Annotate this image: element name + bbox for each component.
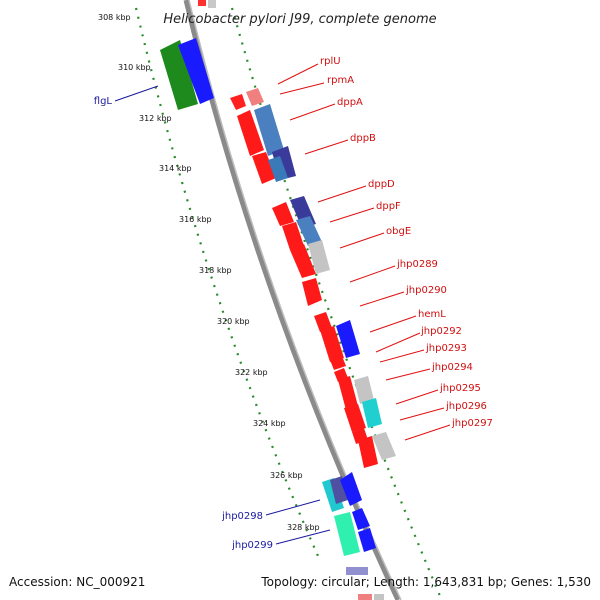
map-title: Helicobacter pylori J99, complete genome bbox=[163, 12, 436, 27]
gene-feature-jhp0290 bbox=[314, 312, 332, 332]
gene-feature bbox=[268, 156, 288, 182]
gene-feature-flgL bbox=[160, 40, 198, 110]
gene-feature bbox=[296, 216, 322, 246]
gene-feature-jhp0297 bbox=[358, 436, 378, 468]
gene-label: dppF bbox=[376, 201, 401, 212]
gene-feature bbox=[254, 104, 284, 156]
gene-label: jhp0292 bbox=[420, 326, 462, 337]
gene-label: jhp0290 bbox=[405, 285, 447, 296]
gene-label: dppD bbox=[368, 179, 395, 190]
gene-feature-jhp0295 bbox=[362, 398, 382, 428]
gene-feature-jhp0298 bbox=[322, 478, 344, 512]
gene-label: jhp0296 bbox=[445, 401, 487, 412]
gene-feature-dppB bbox=[252, 152, 276, 184]
gene-feature-jhp0294 bbox=[338, 376, 358, 410]
gene-label: rplU bbox=[320, 56, 341, 67]
scale-label: 320 kbp bbox=[217, 317, 250, 326]
gene-label: dppB bbox=[350, 133, 376, 144]
left-leader-lines bbox=[114, 85, 331, 545]
scale-label: 310 kbp bbox=[118, 63, 151, 72]
gene-feature bbox=[340, 472, 362, 506]
gene-feature-dppD bbox=[272, 202, 294, 226]
gene-label: jhp0299 bbox=[231, 540, 273, 551]
scale-label: 308 kbp bbox=[98, 13, 131, 22]
right-leader-lines bbox=[277, 63, 451, 441]
gene-feature-jhp0296 bbox=[344, 404, 366, 432]
scale-label: 328 kbp bbox=[287, 523, 320, 532]
gene-feature bbox=[352, 508, 370, 530]
gene-labels-left: flgL jhp0298 jhp0299 bbox=[94, 96, 273, 551]
gene-label: jhp0297 bbox=[451, 418, 493, 429]
gene-feature-rplU bbox=[230, 94, 246, 110]
gene-label: hemL bbox=[418, 309, 446, 320]
gene-feature bbox=[282, 222, 304, 250]
topology-text: Topology: circular; Length: 1,643,831 bp… bbox=[261, 575, 591, 589]
gene-feature-obgE bbox=[290, 244, 316, 278]
gene-feature-hemL bbox=[320, 326, 344, 362]
scale-labels: 308 kbp 310 kbp 312 kbp 314 kbp 316 kbp … bbox=[98, 13, 320, 532]
gene-label: jhp0293 bbox=[425, 343, 467, 354]
gene-label: jhp0295 bbox=[439, 383, 481, 394]
gene-label: jhp0294 bbox=[431, 362, 473, 373]
gene-feature bbox=[308, 240, 330, 274]
gene-feature bbox=[178, 38, 214, 104]
gene-feature-jhp0289 bbox=[302, 278, 322, 306]
gene-label: flgL bbox=[94, 96, 113, 107]
gene-feature bbox=[372, 432, 396, 460]
gene-labels-right: rplU rpmA dppA dppB dppD dppF obgE jhp02… bbox=[320, 56, 493, 429]
gene-label: obgE bbox=[386, 226, 411, 237]
scale-label: 322 kbp bbox=[235, 368, 268, 377]
scale-label: 326 kbp bbox=[270, 471, 303, 480]
gene-label: dppA bbox=[337, 97, 363, 108]
gene-feature-jhp0299 bbox=[334, 512, 360, 556]
accession-text: Accession: NC_000921 bbox=[9, 575, 146, 589]
gene-feature bbox=[208, 0, 216, 8]
gene-feature bbox=[336, 320, 360, 358]
scale-label: 316 kbp bbox=[179, 215, 212, 224]
scale-label: 318 kbp bbox=[199, 266, 232, 275]
scale-label: 314 kbp bbox=[159, 164, 192, 173]
gene-feature bbox=[358, 528, 376, 552]
gene-label: jhp0298 bbox=[221, 511, 263, 522]
gene-feature bbox=[346, 567, 368, 575]
gene-label: jhp0289 bbox=[396, 259, 438, 270]
gene-feature-jhp0292 bbox=[330, 356, 346, 370]
scale-label: 312 kbp bbox=[139, 114, 172, 123]
gene-feature bbox=[374, 594, 384, 600]
gene-feature bbox=[198, 0, 206, 6]
scale-label: 324 kbp bbox=[253, 419, 286, 428]
gene-feature-dppA bbox=[237, 110, 264, 156]
gene-feature-rpmA bbox=[246, 88, 264, 106]
gene-feature bbox=[354, 376, 374, 404]
gene-feature bbox=[358, 594, 372, 600]
gene-label: rpmA bbox=[327, 75, 354, 86]
right-tick-track bbox=[230, 7, 442, 597]
